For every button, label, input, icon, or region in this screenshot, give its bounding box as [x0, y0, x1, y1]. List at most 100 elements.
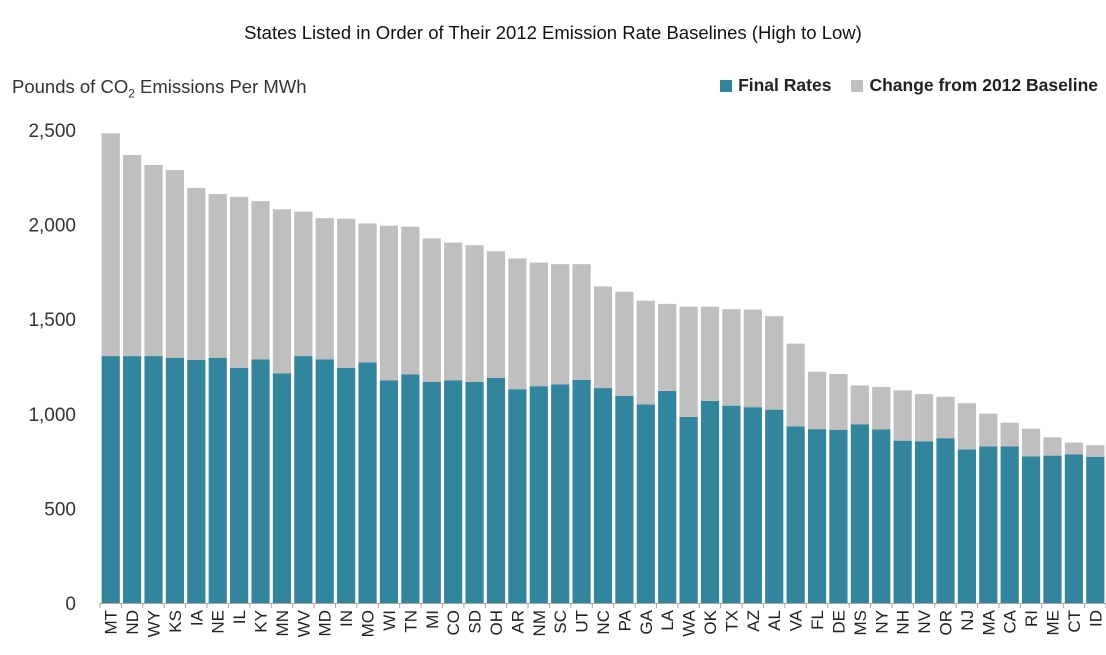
bar-final-rate — [893, 440, 912, 603]
x-tick-label: ND — [123, 610, 142, 635]
x-tick-label: MS — [851, 610, 870, 636]
bar-change-from-baseline — [508, 258, 527, 390]
bar-final-rate — [1021, 456, 1041, 603]
bar-final-rate — [1043, 455, 1062, 603]
x-tick-label: UT — [573, 610, 592, 633]
bar-change-from-baseline — [208, 193, 227, 358]
bar-final-rate — [444, 380, 463, 603]
x-tick-label: GA — [637, 609, 656, 634]
bar-final-rate — [1000, 446, 1019, 603]
y-tick-label: 1,500 — [28, 310, 76, 331]
x-tick-label: MA — [979, 609, 998, 635]
bar-change-from-baseline — [1043, 437, 1062, 456]
bar-final-rate — [144, 356, 163, 603]
bar-change-from-baseline — [807, 371, 827, 430]
y-tick-label: 0 — [65, 594, 76, 615]
x-tick-label: IN — [337, 610, 356, 627]
y-tick-label: 1,000 — [28, 405, 76, 426]
bar-change-from-baseline — [615, 291, 634, 396]
bar-final-rate — [315, 359, 334, 603]
bar-change-from-baseline — [743, 309, 762, 408]
bar-change-from-baseline — [572, 264, 591, 380]
bar-final-rate — [208, 357, 227, 603]
x-tick-label: RI — [1022, 610, 1041, 627]
bar-final-rate — [979, 446, 998, 603]
x-tick-label: AR — [508, 610, 527, 634]
bar-change-from-baseline — [358, 223, 377, 363]
bar-change-from-baseline — [700, 306, 720, 401]
y-axis-label: Pounds of CO2 Emissions Per MWh — [12, 76, 307, 101]
bar-final-rate — [807, 429, 827, 603]
legend: Final Rates Change from 2012 Baseline — [700, 75, 1098, 96]
y-tick-label: 2,000 — [28, 216, 76, 237]
bar-final-rate — [337, 367, 356, 603]
x-tick-label: WI — [380, 610, 399, 631]
x-tick-label: MD — [316, 610, 335, 636]
bar-change-from-baseline — [187, 187, 206, 360]
bar-change-from-baseline — [337, 218, 356, 368]
x-tick-label: MI — [423, 610, 442, 629]
x-tick-label: IL — [230, 610, 249, 624]
bar-change-from-baseline — [144, 165, 163, 357]
bar-change-from-baseline — [123, 154, 142, 357]
x-tick-label: NJ — [958, 610, 977, 631]
bar-change-from-baseline — [444, 242, 463, 381]
x-tick-label: AL — [765, 610, 784, 631]
bar-final-rate — [615, 395, 634, 603]
bar-change-from-baseline — [872, 386, 891, 430]
x-tick-label: NH — [894, 610, 913, 635]
x-tick-label: IA — [187, 609, 206, 626]
x-tick-label: AZ — [744, 610, 763, 632]
bar-final-rate — [465, 381, 484, 603]
bar-final-rate — [165, 357, 185, 603]
bar-change-from-baseline — [486, 251, 506, 378]
bar-change-from-baseline — [529, 262, 548, 387]
bar-final-rate — [700, 400, 720, 603]
bar-change-from-baseline — [1000, 422, 1019, 447]
x-tick-label: CA — [1001, 609, 1020, 633]
bar-final-rate — [850, 424, 869, 603]
bar-final-rate — [743, 407, 762, 603]
bar-final-rate — [272, 373, 292, 603]
x-tick-label: FL — [808, 610, 827, 630]
bar-final-rate — [358, 362, 377, 603]
bar-change-from-baseline — [1064, 442, 1083, 455]
x-tick-label: DE — [829, 610, 848, 634]
y-axis-label-suffix: Emissions Per MWh — [134, 76, 307, 97]
bar-change-from-baseline — [272, 209, 292, 374]
x-tick-label: SD — [466, 610, 485, 634]
bar-change-from-baseline — [315, 218, 334, 360]
x-tick-label: KS — [166, 610, 185, 633]
bar-final-rate — [786, 426, 805, 603]
legend-item-change: Change from 2012 Baseline — [851, 75, 1098, 96]
bar-final-rate — [572, 379, 591, 603]
bar-change-from-baseline — [1021, 428, 1041, 457]
bar-final-rate — [422, 381, 441, 603]
bar-final-rate — [829, 429, 848, 603]
bar-change-from-baseline — [294, 211, 313, 357]
x-tick-label: NM — [530, 610, 549, 636]
bar-change-from-baseline — [401, 226, 420, 375]
bar-change-from-baseline — [850, 385, 869, 425]
bar-change-from-baseline — [914, 394, 934, 442]
bar-final-rate — [529, 386, 548, 603]
y-tick-label: 500 — [44, 499, 76, 520]
bar-change-from-baseline — [957, 403, 976, 450]
bar-change-from-baseline — [593, 286, 613, 389]
bar-final-rate — [486, 377, 506, 603]
x-tick-label: TN — [401, 610, 420, 633]
x-tick-label: CT — [1065, 610, 1084, 633]
bar-change-from-baseline — [465, 245, 484, 382]
bar-final-rate — [101, 356, 120, 603]
x-tick-label: OK — [701, 609, 720, 634]
bar-change-from-baseline — [101, 133, 120, 357]
x-tick-label: NY — [872, 610, 891, 634]
bar-final-rate — [765, 409, 784, 603]
bar-final-rate — [722, 405, 741, 603]
bar-final-rate — [1086, 456, 1105, 603]
bar-change-from-baseline — [936, 396, 955, 439]
x-tick-label: MO — [359, 610, 378, 637]
bar-change-from-baseline — [251, 201, 270, 360]
x-tick-label: MT — [102, 610, 121, 635]
